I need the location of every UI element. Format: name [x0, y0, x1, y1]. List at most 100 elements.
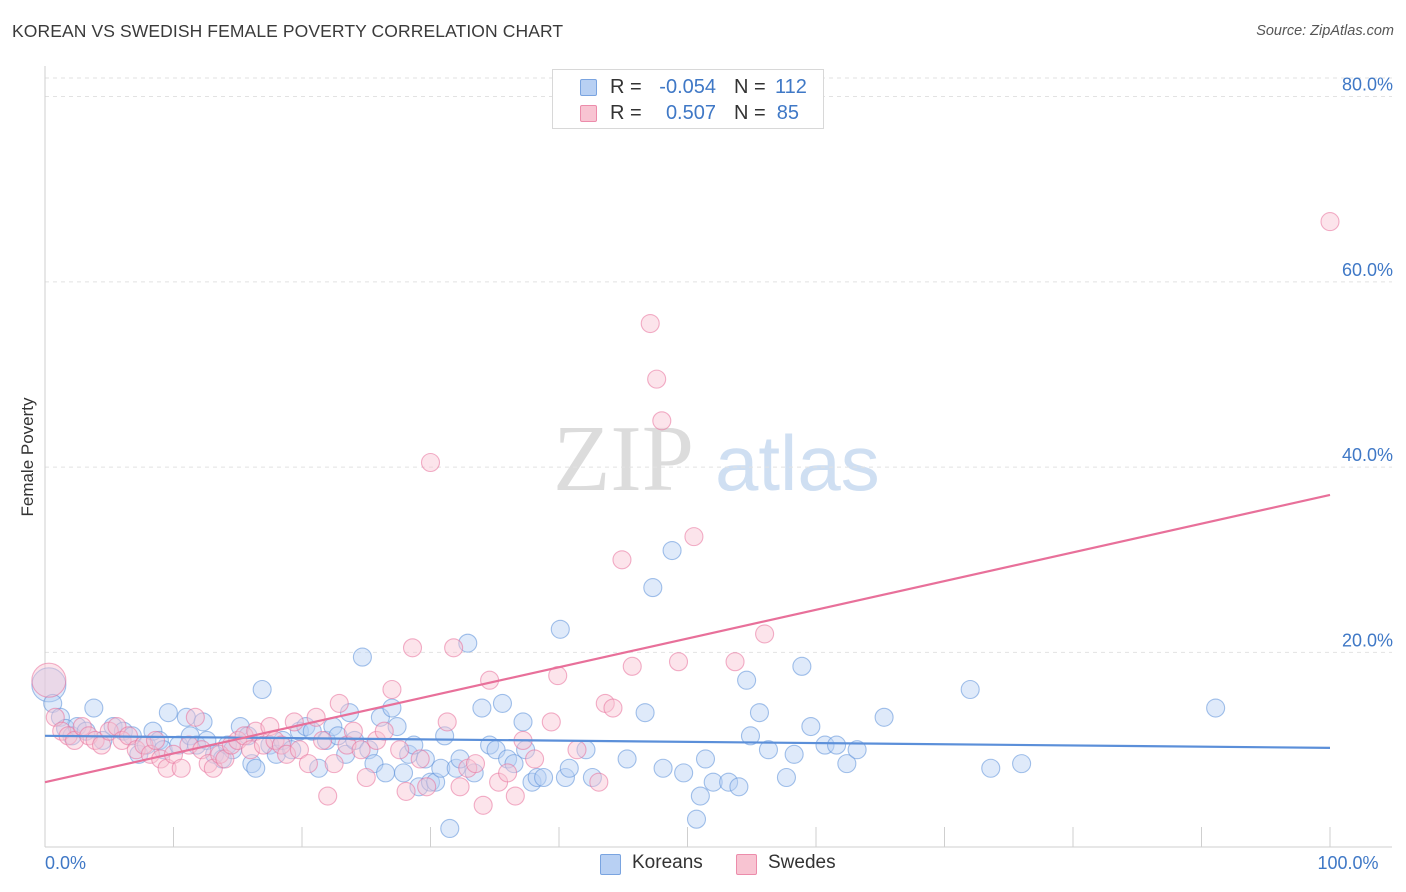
korean-point: [446, 758, 466, 778]
korean-point: [415, 749, 435, 769]
swede-point: [1320, 212, 1340, 232]
korean-point: [559, 758, 579, 778]
swede-point: [31, 662, 67, 698]
swede-point: [647, 369, 667, 389]
korean-point: [749, 703, 770, 723]
korean-point: [458, 633, 478, 653]
korean-point: [513, 712, 533, 732]
swede-point: [45, 707, 65, 727]
bottom-legend-label-swedes: Swedes: [768, 852, 836, 873]
korean-point: [50, 707, 70, 727]
y-tick-label: 40.0%: [1342, 445, 1393, 465]
swede-point: [465, 754, 486, 774]
korean-point: [815, 735, 835, 755]
legend-row-swedes: R = 0.507 N = 85: [553, 101, 823, 127]
korean-point: [266, 744, 286, 764]
korean-point: [550, 619, 570, 639]
y-tick-label: 20.0%: [1342, 630, 1393, 650]
swedes-trend-line: [44, 493, 1331, 784]
swedes-points: [31, 212, 1340, 815]
korean-point: [674, 763, 694, 783]
korean-point: [690, 786, 710, 806]
swede-point: [324, 754, 344, 774]
korean-point: [827, 735, 847, 755]
swede-point: [622, 656, 642, 676]
korean-point: [635, 703, 655, 723]
korean-point: [784, 744, 804, 764]
swede-point: [473, 795, 493, 815]
korean-point: [960, 679, 980, 700]
legend-n-value-swedes: 85: [776, 102, 799, 124]
swede-point: [567, 740, 587, 760]
legend-swatch-koreans: [580, 79, 597, 96]
swede-point: [640, 313, 660, 334]
korean-point: [252, 679, 272, 700]
swede-point: [382, 679, 402, 700]
korean-point: [309, 758, 329, 778]
swede-point: [684, 527, 704, 547]
korean-point: [382, 698, 402, 718]
legend-n-label: N =: [734, 76, 766, 98]
bottom-legend-swatch-swedes: [736, 854, 757, 875]
source-label: Source: ZipAtlas.com: [1256, 23, 1394, 39]
korean-point: [703, 772, 723, 792]
swede-point: [343, 721, 363, 741]
x-tick-label: 100.0%: [1317, 853, 1378, 873]
bottom-legend-swedes: Swedes: [736, 851, 856, 877]
stats-legend: R = -0.054 N = 112 R = 0.507 N = 85: [552, 69, 824, 129]
swede-point: [402, 638, 423, 658]
swede-point: [185, 707, 205, 727]
swede-point: [505, 786, 525, 806]
korean-point: [352, 647, 372, 667]
swede-point: [396, 781, 416, 801]
korean-point: [492, 693, 513, 713]
swede-point: [603, 698, 623, 718]
swede-point: [277, 744, 297, 764]
swede-point: [157, 758, 177, 778]
korean-point: [440, 818, 460, 839]
legend-r-label: R =: [610, 76, 642, 98]
swede-point: [450, 777, 470, 797]
korean-point: [472, 698, 492, 718]
korean-point: [555, 767, 575, 788]
korean-point: [31, 667, 67, 703]
swede-point: [420, 452, 441, 473]
legend-r-label: R =: [610, 102, 642, 124]
swede-point: [241, 740, 261, 760]
swede-point: [444, 638, 464, 658]
swede-point: [589, 772, 609, 792]
korean-point: [740, 726, 761, 746]
korean-point: [776, 767, 796, 788]
y-tick-label: 60.0%: [1342, 260, 1393, 280]
korean-point: [837, 754, 857, 774]
korean-point: [653, 758, 673, 778]
korean-point: [527, 767, 547, 788]
bottom-legend-koreans: Koreans: [600, 851, 720, 877]
swede-point: [652, 411, 672, 431]
chart-title: KOREAN VS SWEDISH FEMALE POVERTY CORRELA…: [12, 21, 564, 41]
swede-point: [289, 740, 309, 760]
korean-point: [719, 772, 739, 792]
watermark: ZIP atlas: [553, 407, 880, 511]
korean-point: [387, 717, 407, 737]
korean-point: [84, 698, 104, 718]
swede-point: [318, 786, 338, 806]
swede-point: [410, 749, 430, 769]
swede-point: [329, 693, 349, 713]
swede-point: [498, 763, 518, 783]
korean-point: [1206, 698, 1226, 718]
korean-point: [534, 767, 554, 788]
korean-point: [393, 763, 414, 783]
koreans-points: [31, 540, 1226, 839]
watermark-zip: ZIP: [553, 407, 694, 511]
korean-point: [686, 809, 707, 829]
swede-point: [612, 550, 632, 570]
korean-point: [981, 758, 1001, 778]
swede-point: [271, 735, 291, 755]
swede-point: [145, 730, 166, 751]
korean-point: [695, 749, 716, 769]
swede-point: [525, 749, 545, 769]
korean-point: [729, 777, 749, 797]
korean-point: [431, 758, 451, 778]
